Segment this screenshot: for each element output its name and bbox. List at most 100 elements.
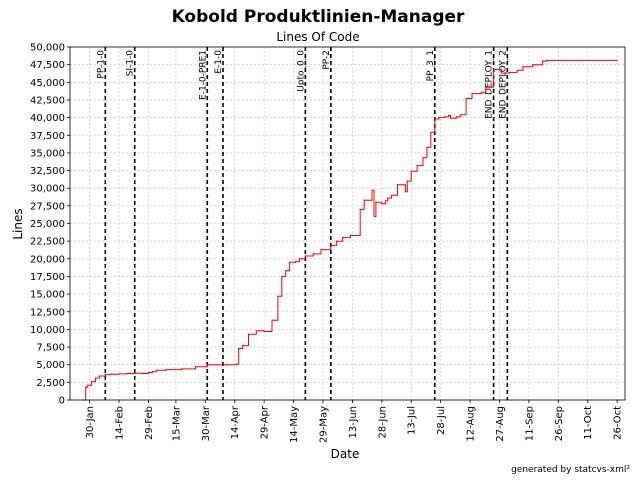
- x-tick-label: 29-Apr: [260, 405, 271, 439]
- series-line: [83, 59, 618, 401]
- data-point: [281, 275, 283, 278]
- data-point: [543, 60, 546, 62]
- data-point: [247, 333, 250, 335]
- y-tick-label: 5,000: [36, 360, 65, 371]
- y-tick-label: 37,500: [30, 131, 65, 142]
- x-tick-label: 27-Aug: [495, 406, 506, 442]
- y-tick-label: 15,000: [30, 290, 65, 301]
- y-tick-label: 12,500: [30, 307, 65, 318]
- data-point: [410, 170, 412, 172]
- y-tick-label: 17,500: [30, 272, 65, 283]
- data-point: [373, 215, 375, 218]
- y-tick-label: 27,500: [30, 201, 65, 212]
- data-point: [449, 117, 452, 119]
- data-point: [422, 157, 424, 159]
- data-point: [391, 194, 393, 196]
- data-point: [90, 381, 93, 383]
- data-point: [141, 372, 144, 375]
- data-point: [336, 240, 338, 242]
- marker-label: END_DEPLOY_2: [498, 50, 508, 119]
- data-point: [542, 60, 544, 62]
- data-point: [396, 184, 399, 186]
- x-tick-label: 26-Oct: [613, 406, 624, 440]
- data-point: [151, 371, 153, 373]
- data-point: [455, 116, 457, 118]
- data-point: [341, 237, 344, 239]
- y-tick-label: 50,000: [30, 43, 65, 54]
- y-tick-label: 47,500: [30, 60, 65, 71]
- data-point: [567, 59, 569, 62]
- y-tick-label: 10,000: [30, 325, 65, 336]
- data-point: [575, 59, 577, 62]
- y-tick-label: 40,000: [30, 113, 65, 124]
- data-point: [312, 253, 314, 255]
- grid: [70, 46, 625, 401]
- data-point: [134, 372, 136, 374]
- y-tick-label: 42,500: [30, 95, 65, 106]
- data-point: [349, 234, 352, 237]
- data-point: [304, 255, 306, 257]
- x-tick-label: 13-Jul: [407, 406, 418, 435]
- y-axis-label: Lines: [11, 208, 25, 239]
- data-point: [126, 372, 128, 375]
- data-point: [406, 180, 408, 182]
- x-tick-label: 28-Jun: [377, 406, 388, 439]
- y-tick-label: 32,500: [30, 166, 65, 177]
- marker-label: E-1-0-PRE1: [198, 50, 208, 100]
- data-point: [459, 114, 461, 116]
- data-point: [110, 373, 112, 375]
- data-point: [289, 261, 291, 263]
- data-point: [443, 116, 446, 118]
- data-point: [226, 364, 228, 366]
- data-point: [104, 373, 106, 376]
- data-point: [385, 200, 387, 202]
- data-point: [438, 117, 440, 119]
- data-point: [434, 118, 436, 120]
- marker-label: END_DEPLOY_1: [485, 50, 495, 119]
- data-point: [206, 364, 208, 366]
- data-point: [447, 114, 450, 117]
- data-point: [471, 92, 473, 95]
- x-tick-label: 29-Feb: [144, 406, 155, 440]
- marker-label: PP_3_1: [426, 50, 436, 81]
- x-tick-label: 30-Mar: [201, 405, 212, 441]
- chart-title: Kobold Produktlinien-Manager: [172, 7, 465, 27]
- marker-label: E-1-0: [214, 50, 224, 74]
- data-point: [98, 375, 101, 377]
- data-point: [549, 59, 552, 62]
- data-point: [85, 386, 87, 388]
- x-tick-label: 15-Mar: [171, 405, 182, 441]
- chart-subtitle: Lines Of Code: [276, 30, 359, 44]
- data-point: [271, 319, 273, 321]
- data-point: [465, 97, 467, 100]
- data-point: [94, 377, 97, 379]
- y-tick-label: 45,000: [30, 78, 65, 89]
- data-point: [481, 91, 483, 93]
- series-lines-of-code: [83, 59, 618, 401]
- data-point: [522, 66, 524, 68]
- data-point: [430, 131, 432, 134]
- data-point: [359, 208, 361, 210]
- credit-text: generated by statcvs-xml²: [511, 465, 630, 475]
- data-point: [216, 364, 218, 366]
- data-point: [545, 59, 548, 62]
- x-tick-label: 26-Sep: [554, 406, 565, 441]
- data-point: [181, 368, 183, 370]
- x-tick-label: 30-Jan: [85, 406, 96, 438]
- data-point: [416, 165, 418, 167]
- marker-label: PP-1-0: [96, 50, 106, 79]
- data-point: [298, 258, 301, 260]
- data-point: [87, 384, 89, 386]
- y-tick-label: 0: [59, 396, 65, 407]
- data-point: [263, 330, 265, 333]
- x-tick-label: 29-May: [318, 406, 329, 443]
- data-point: [320, 249, 322, 251]
- y-tick-label: 25,000: [30, 219, 65, 230]
- y-tick-label: 7,500: [36, 343, 65, 354]
- data-point: [165, 369, 167, 371]
- y-tick-label: 35,000: [30, 148, 65, 159]
- data-point: [516, 69, 518, 71]
- x-tick-label: 14-Apr: [230, 405, 241, 439]
- y-tick-label: 20,000: [30, 254, 65, 265]
